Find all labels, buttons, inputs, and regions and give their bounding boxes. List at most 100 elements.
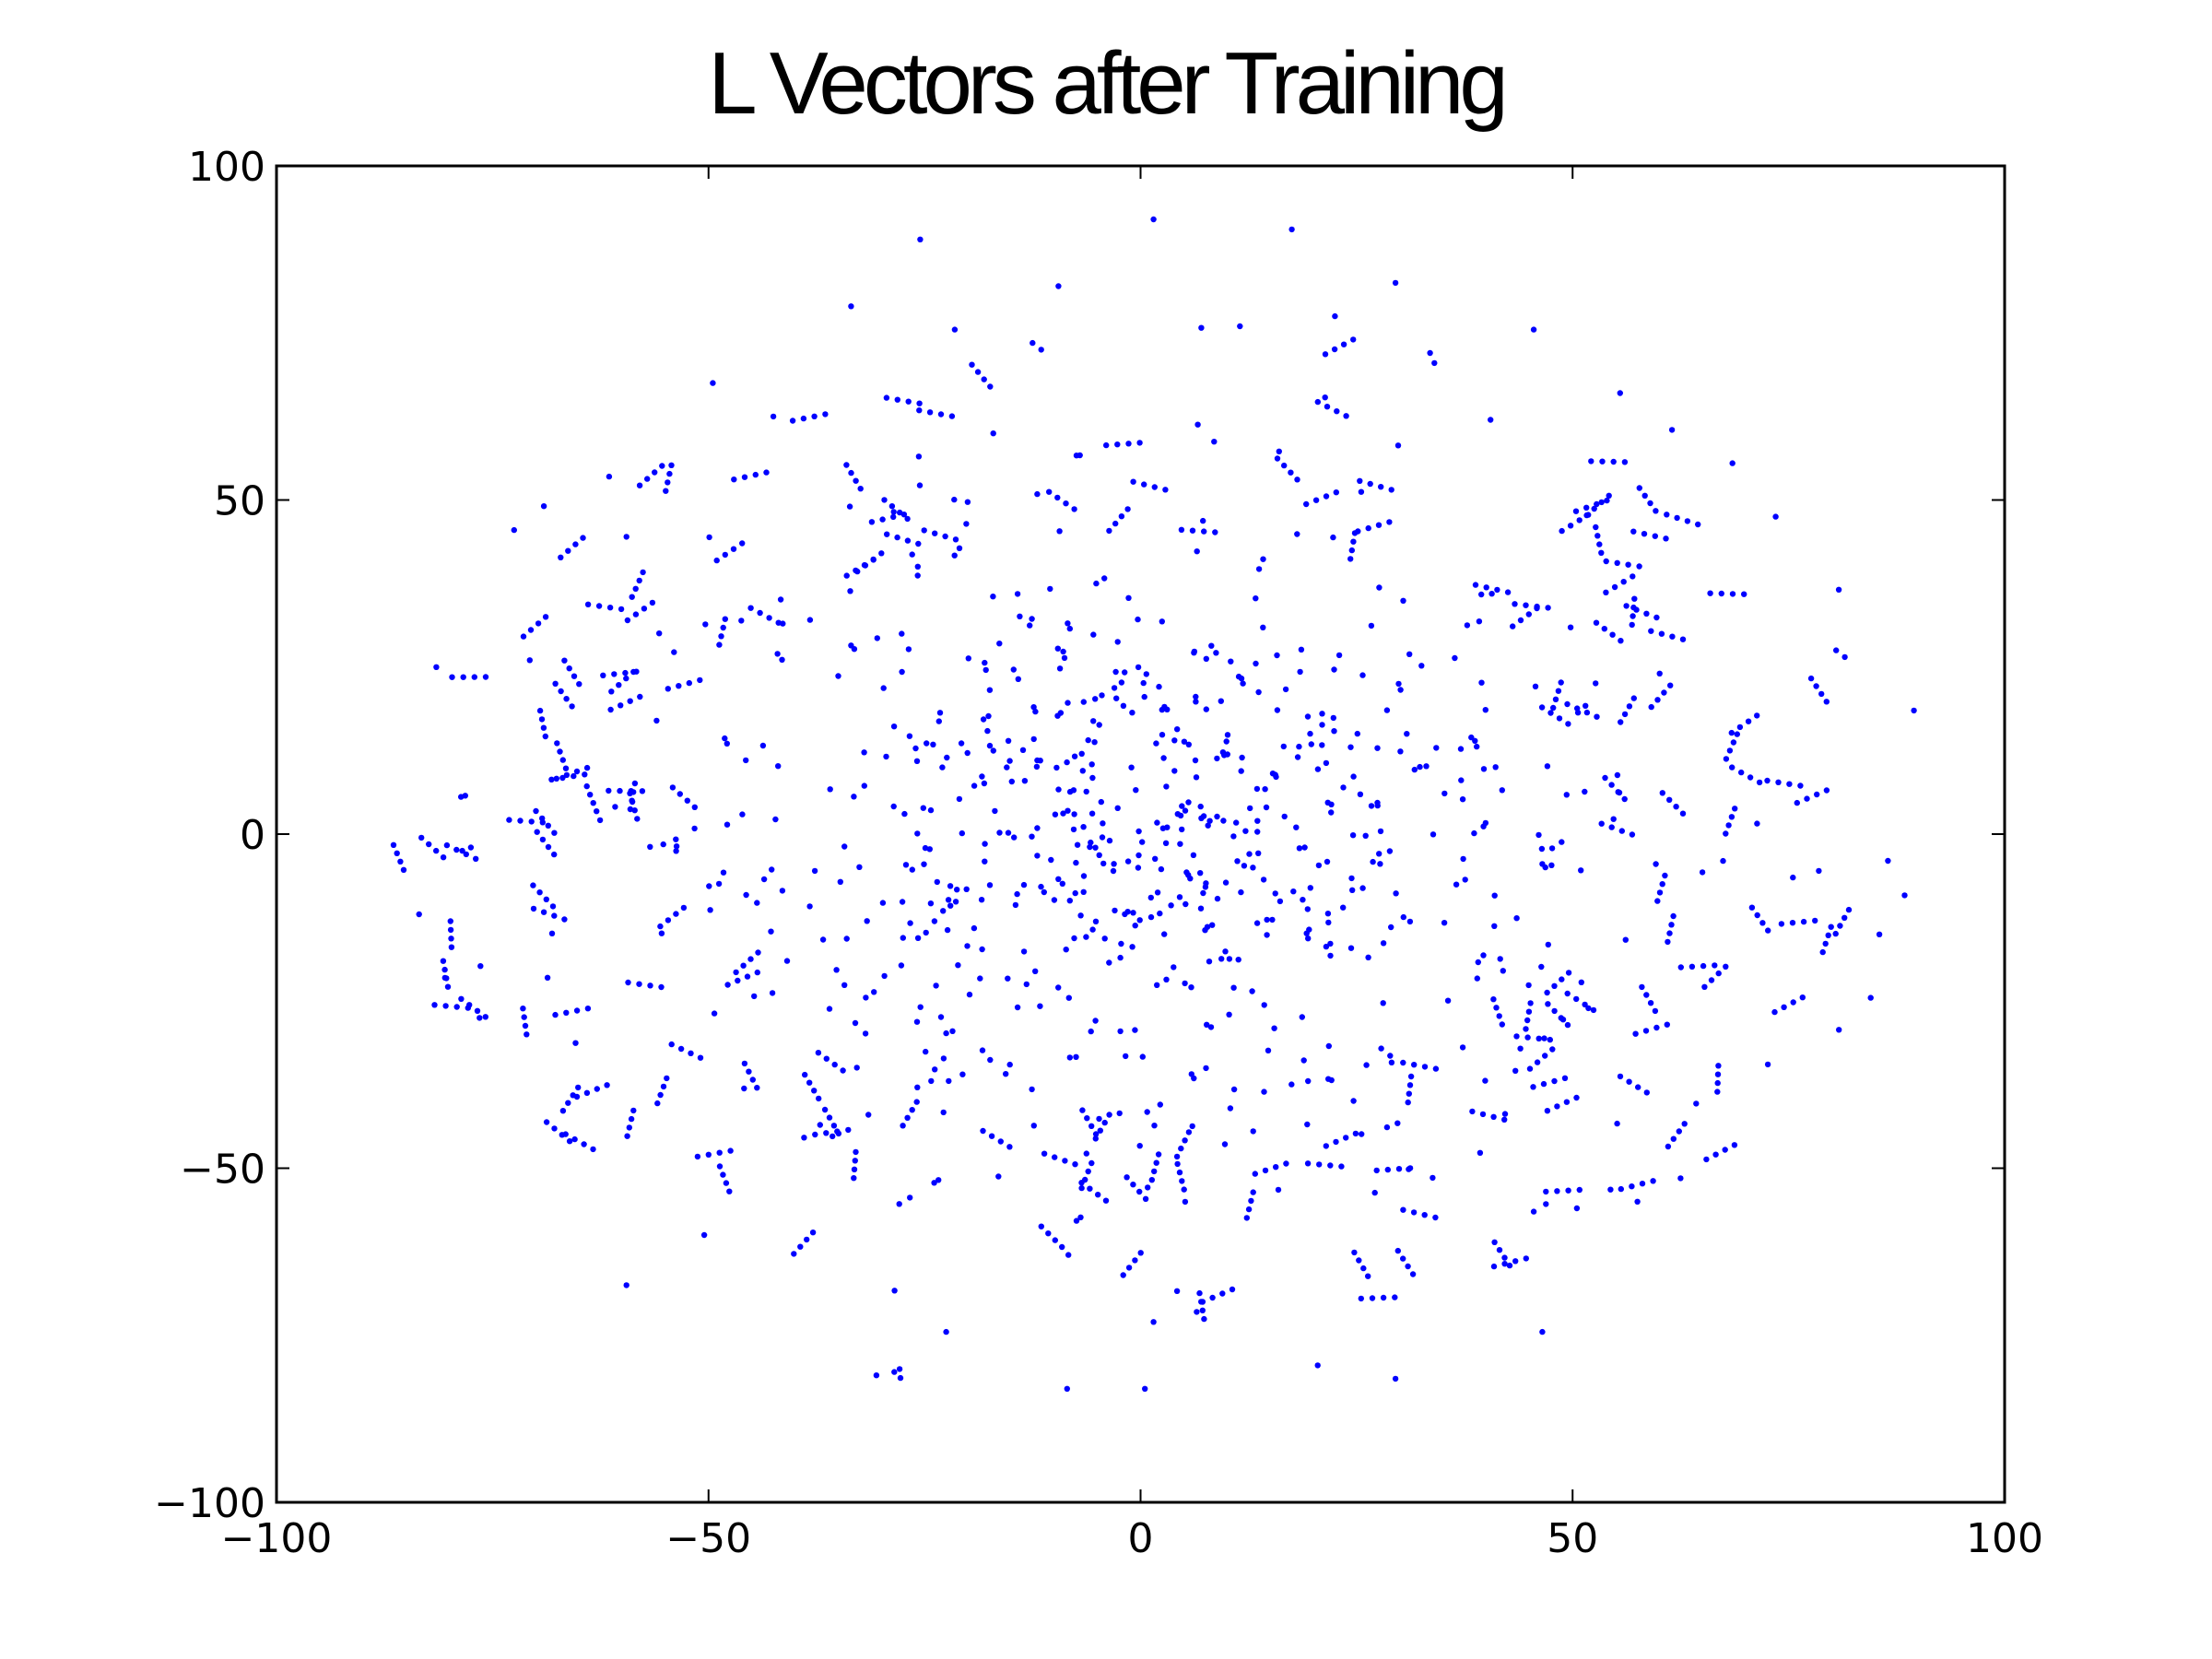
data-point: [647, 843, 653, 850]
data-point: [1629, 621, 1635, 629]
data-point: [1380, 1000, 1386, 1006]
data-point: [697, 1054, 704, 1061]
data-point: [1593, 680, 1599, 687]
data-point: [691, 804, 698, 810]
data-point: [752, 471, 759, 478]
data-point: [596, 817, 604, 824]
data-point: [1411, 1062, 1418, 1068]
data-point: [600, 672, 606, 678]
data-point: [1113, 695, 1120, 701]
data-point: [1084, 1115, 1090, 1122]
data-point: [1159, 618, 1166, 625]
data-point: [1176, 1169, 1183, 1176]
data-point: [1400, 1059, 1406, 1066]
data-point: [1790, 999, 1796, 1006]
data-point: [565, 1100, 571, 1106]
data-point: [884, 531, 890, 537]
data-point: [1564, 700, 1571, 708]
data-point: [931, 918, 938, 924]
data-point: [1197, 870, 1204, 877]
data-point: [1818, 690, 1825, 698]
data-point: [1243, 1215, 1251, 1221]
data-point: [1111, 861, 1117, 867]
data-point: [1088, 1159, 1095, 1167]
data-point: [982, 666, 989, 674]
data-point: [545, 822, 551, 829]
data-point: [914, 563, 921, 570]
data-point: [1653, 614, 1660, 621]
data-point: [1218, 698, 1225, 704]
data-point: [1322, 351, 1329, 358]
data-point: [673, 911, 679, 917]
data-point: [1096, 852, 1102, 858]
data-point: [688, 1050, 694, 1057]
data-point: [1430, 1174, 1436, 1182]
data-point: [1161, 931, 1168, 937]
data-point: [1558, 679, 1564, 686]
data-point: [1453, 881, 1460, 888]
chart-title: L Vectors after Training: [708, 34, 1509, 133]
data-point: [890, 513, 897, 521]
data-point: [977, 975, 983, 982]
data-point: [1201, 528, 1207, 535]
data-point: [1544, 1108, 1551, 1114]
data-point: [649, 599, 656, 606]
data-point: [754, 969, 760, 976]
data-point: [1807, 675, 1815, 682]
data-point: [1082, 1176, 1088, 1183]
data-point: [440, 854, 447, 861]
data-point: [1204, 1021, 1210, 1029]
data-point: [540, 724, 547, 731]
data-point: [1227, 1105, 1234, 1112]
data-point: [1513, 915, 1520, 922]
data-point: [777, 596, 784, 603]
data-point: [1559, 527, 1565, 535]
data-point: [1135, 616, 1141, 623]
data-point: [1565, 721, 1571, 727]
data-point: [710, 380, 716, 386]
data-point: [1112, 520, 1119, 527]
data-point: [1063, 500, 1069, 507]
data-point: [952, 899, 959, 905]
data-point: [1663, 535, 1669, 542]
data-point: [624, 1133, 630, 1139]
data-point: [1147, 913, 1155, 921]
data-point: [1112, 668, 1119, 676]
data-point: [1099, 834, 1106, 841]
data-point: [1178, 526, 1185, 533]
data-point: [1653, 1024, 1660, 1031]
data-point: [700, 1231, 708, 1239]
data-point: [1055, 984, 1062, 991]
data-point: [909, 866, 915, 873]
data-point: [1032, 708, 1039, 715]
data-point: [1089, 774, 1096, 782]
x-tick-label: 50: [1547, 1515, 1598, 1562]
data-point: [1421, 1064, 1429, 1070]
data-point: [1064, 759, 1070, 766]
data-point: [741, 1060, 748, 1067]
data-point: [1037, 1003, 1043, 1009]
data-point: [705, 1151, 712, 1159]
data-point: [741, 474, 748, 480]
data-point: [1163, 976, 1170, 983]
data-point: [426, 841, 432, 848]
data-point: [723, 1180, 730, 1186]
data-point: [440, 958, 447, 964]
data-point: [1283, 1160, 1289, 1167]
data-point: [846, 503, 853, 510]
data-point: [1354, 730, 1361, 737]
data-point: [433, 664, 440, 670]
data-point: [852, 1158, 858, 1164]
data-point: [566, 1138, 573, 1145]
data-point: [1092, 1018, 1099, 1024]
data-point: [878, 550, 885, 557]
data-point: [658, 930, 665, 936]
data-point: [1491, 892, 1498, 899]
data-point: [1608, 782, 1615, 788]
data-point: [548, 776, 555, 782]
data-point: [1203, 880, 1209, 887]
data-point: [467, 844, 475, 851]
data-point: [1885, 857, 1891, 865]
data-point: [1092, 844, 1099, 851]
data-point: [1631, 595, 1638, 602]
